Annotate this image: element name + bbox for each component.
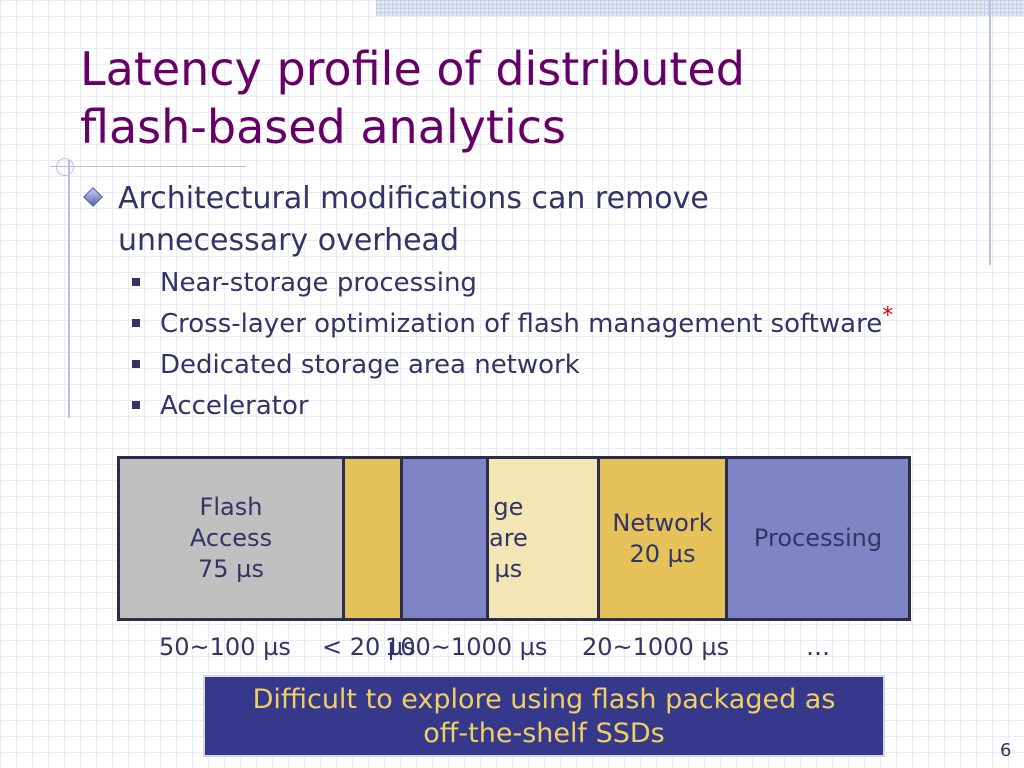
callout-line-2: off-the-shelf SSDs xyxy=(423,718,665,749)
segment-processing: Processing xyxy=(728,459,908,618)
latency-label: 100~1000 µs xyxy=(385,633,548,661)
latency-diagram: Flash Access 75 µs ge are µs Network 20 µs Pr… xyxy=(117,456,911,621)
segment-label-line: 20 µs xyxy=(629,539,696,568)
sub-item-accelerator: Accelerator xyxy=(132,389,309,423)
segment-label-line: Processing xyxy=(753,524,883,552)
slide-title: Latency profile of distributed flash-bas… xyxy=(80,40,960,156)
square-bullet-icon xyxy=(132,277,140,286)
segment-label: ge are µs xyxy=(489,492,528,585)
segment-yellow-1 xyxy=(345,459,403,618)
segment-network: Network 20 µs xyxy=(600,459,728,618)
footnote-marker: * xyxy=(882,303,894,329)
latency-label: < 20 µs xyxy=(322,633,416,661)
latency-label: 20~1000 µs xyxy=(582,633,730,661)
title-line-1: Latency profile of distributed xyxy=(80,42,745,96)
page-number: 6 xyxy=(1000,740,1012,761)
sub-item-label: Cross-layer optimization of flash manage… xyxy=(160,309,883,339)
segment-label-line: Flash xyxy=(199,493,263,521)
latency-label: … xyxy=(806,633,830,661)
segment-label-line: 75 µs xyxy=(198,555,264,583)
segment-label: Processing xyxy=(754,523,882,554)
square-bullet-icon xyxy=(132,400,140,409)
square-bullet-icon xyxy=(132,359,140,368)
callout-box: Difficult to explore using flash package… xyxy=(203,675,885,757)
segment-label-line: are xyxy=(489,524,528,552)
callout-line-1: Difficult to explore using flash package… xyxy=(252,684,836,715)
decorative-title-rule xyxy=(50,166,246,167)
latency-label: 50~100 µs xyxy=(159,633,291,661)
sub-item-near-storage: Near-storage processing xyxy=(132,266,477,300)
segment-label-line: ge xyxy=(493,493,524,521)
segment-label-line: Network xyxy=(612,508,713,537)
segment-purple-1 xyxy=(403,459,489,618)
crosshair-icon xyxy=(56,158,74,176)
main-bullet-text: Architectural modifications can remove u… xyxy=(118,181,709,258)
segment-label: Network 20 µs xyxy=(612,508,712,570)
sub-item-label: Accelerator xyxy=(160,391,309,421)
segment-label: Flash Access 75 µs xyxy=(190,492,272,585)
sub-item-cross-layer: Cross-layer optimization of flash manage… xyxy=(132,305,893,341)
sub-item-san: Dedicated storage area network xyxy=(132,348,580,382)
decorative-right-rule xyxy=(989,0,991,265)
decorative-grid-band xyxy=(376,0,1024,16)
segment-storage-software: ge are µs xyxy=(489,459,600,618)
sub-item-label: Near-storage processing xyxy=(160,268,477,298)
segment-label-line: µs xyxy=(494,555,523,583)
segment-label-line: Access xyxy=(189,524,273,552)
diamond-bullet-icon xyxy=(83,187,103,207)
segment-flash-access: Flash Access 75 µs xyxy=(120,459,345,618)
square-bullet-icon xyxy=(132,318,140,327)
decorative-left-rule xyxy=(68,160,70,418)
title-line-2: flash-based analytics xyxy=(80,100,566,154)
sub-item-label: Dedicated storage area network xyxy=(160,350,580,380)
